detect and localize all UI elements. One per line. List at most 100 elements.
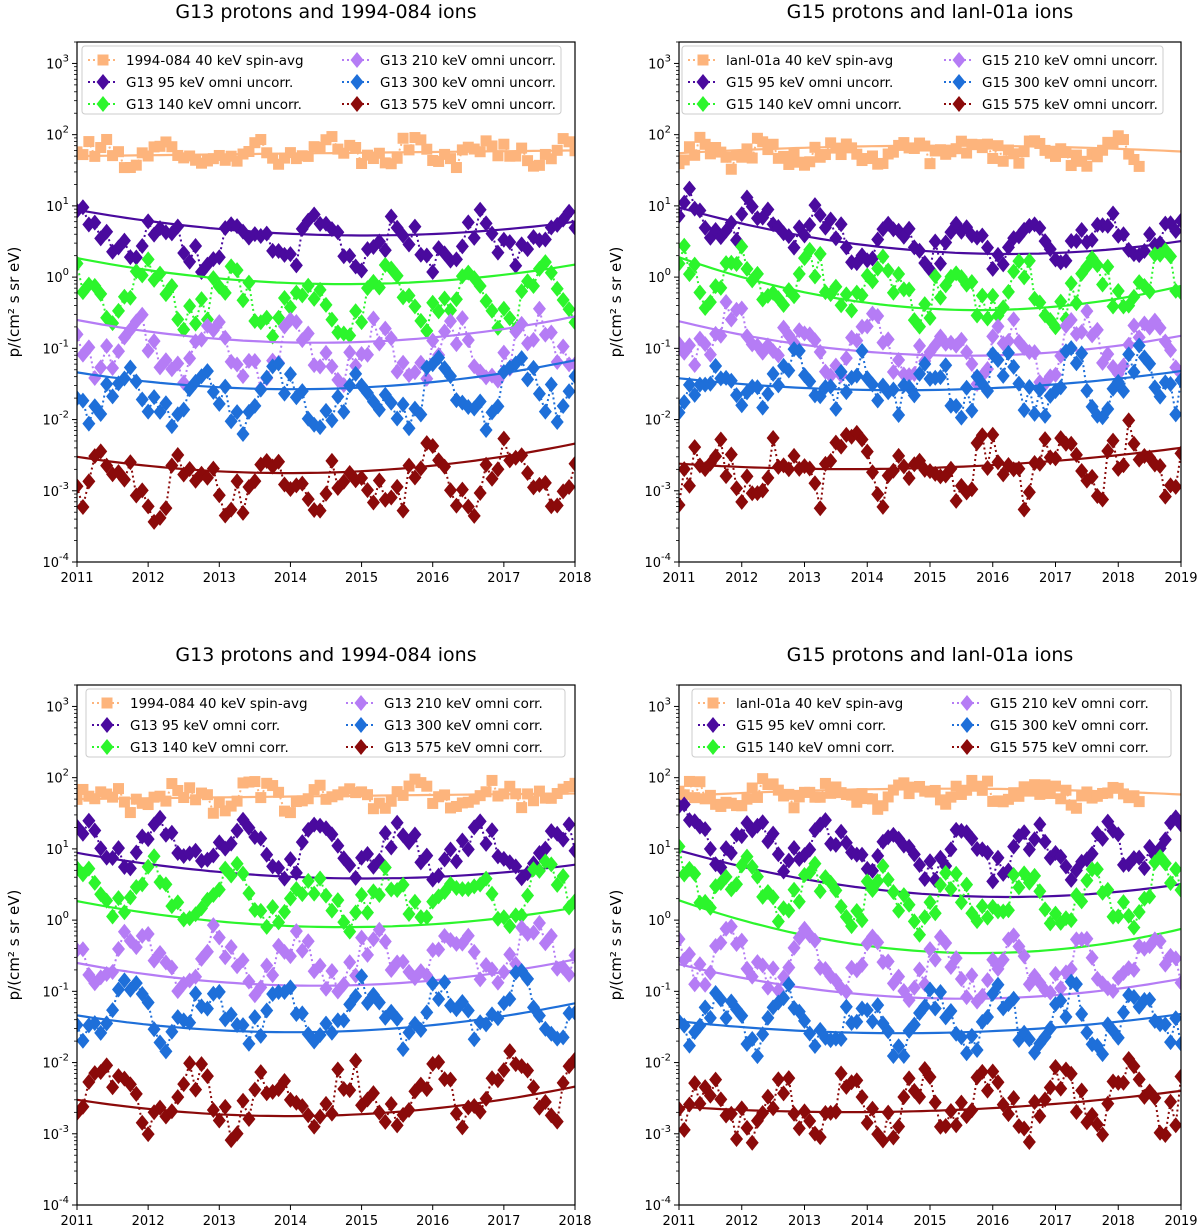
data-point bbox=[719, 468, 733, 485]
data-point bbox=[1101, 217, 1115, 234]
data-point bbox=[757, 773, 769, 785]
data-point bbox=[289, 257, 303, 274]
data-point bbox=[928, 951, 942, 968]
data-point bbox=[190, 794, 202, 806]
y-tick-label: 102 bbox=[46, 125, 69, 144]
data-point bbox=[556, 397, 570, 414]
data-point bbox=[1075, 1006, 1089, 1023]
data-point bbox=[745, 858, 759, 875]
data-point bbox=[688, 976, 702, 993]
data-point bbox=[307, 206, 321, 223]
data-point bbox=[538, 474, 552, 491]
data-point bbox=[740, 260, 754, 277]
x-tick-label: 2019 bbox=[1164, 1214, 1197, 1227]
data-point bbox=[933, 983, 947, 1000]
data-point bbox=[396, 354, 410, 371]
x-tick-label: 2017 bbox=[487, 1214, 520, 1227]
data-point bbox=[798, 250, 811, 267]
data-point bbox=[886, 462, 900, 479]
data-point bbox=[355, 886, 369, 903]
data-point bbox=[550, 280, 564, 297]
data-point bbox=[1075, 462, 1089, 479]
data-point bbox=[183, 298, 197, 315]
data-point bbox=[965, 355, 979, 372]
data-point bbox=[154, 140, 166, 152]
data-point bbox=[528, 795, 539, 807]
data-point bbox=[1127, 988, 1141, 1005]
data-point bbox=[1116, 382, 1130, 399]
y-tick-label: 100 bbox=[46, 910, 69, 929]
data-point bbox=[295, 1005, 309, 1022]
data-point bbox=[808, 268, 822, 285]
data-point bbox=[1143, 226, 1157, 243]
data-point bbox=[1023, 785, 1035, 797]
legend-label: G15 140 keV omni uncorr. bbox=[726, 97, 902, 113]
data-point bbox=[871, 231, 885, 248]
data-point bbox=[123, 889, 137, 906]
data-point bbox=[1169, 1117, 1181, 1134]
data-point bbox=[272, 453, 286, 470]
data-point bbox=[301, 325, 315, 342]
x-tick-label: 2015 bbox=[345, 571, 378, 586]
legend-marker bbox=[952, 96, 966, 112]
data-point bbox=[527, 924, 540, 941]
data-point bbox=[1043, 241, 1057, 258]
data-point bbox=[492, 150, 504, 162]
data-point bbox=[402, 457, 416, 474]
data-point bbox=[486, 774, 498, 786]
data-point bbox=[986, 1063, 1000, 1080]
data-point bbox=[218, 1098, 232, 1115]
data-point bbox=[829, 230, 843, 247]
data-point bbox=[461, 841, 475, 858]
data-point bbox=[834, 1065, 848, 1082]
data-point bbox=[682, 376, 696, 393]
data-point bbox=[319, 887, 333, 904]
data-point bbox=[449, 1105, 463, 1122]
data-point bbox=[272, 309, 286, 326]
legend-marker bbox=[696, 96, 710, 112]
data-point bbox=[679, 931, 686, 948]
data-point bbox=[1137, 860, 1151, 877]
data-point bbox=[236, 292, 250, 309]
data-point bbox=[902, 220, 916, 237]
data-point bbox=[225, 150, 237, 162]
data-point bbox=[761, 1009, 775, 1026]
data-point bbox=[803, 1113, 817, 1130]
x-tick-label: 2012 bbox=[132, 1214, 165, 1227]
y-tick-exponent: 0 bbox=[665, 267, 671, 278]
data-point bbox=[866, 150, 878, 162]
data-point bbox=[510, 150, 522, 162]
data-point bbox=[550, 413, 564, 430]
legend-item: G15 210 keV omni uncorr. bbox=[944, 52, 1158, 69]
data-point bbox=[1001, 1106, 1015, 1123]
data-point bbox=[260, 846, 274, 863]
y-tick-label: 10-3 bbox=[644, 481, 671, 500]
data-point bbox=[539, 148, 551, 160]
data-point bbox=[965, 967, 979, 984]
legend-marker bbox=[97, 54, 109, 66]
data-point bbox=[77, 326, 84, 343]
y-tick-label: 10-1 bbox=[644, 338, 671, 357]
data-point bbox=[562, 383, 575, 400]
data-point bbox=[839, 998, 853, 1015]
y-tick-exponent: -1 bbox=[661, 338, 671, 349]
data-point bbox=[991, 976, 1005, 993]
data-point bbox=[212, 1112, 226, 1129]
data-point bbox=[1101, 881, 1115, 898]
legend-label: G15 300 keV omni uncorr. bbox=[982, 75, 1158, 91]
y-tick-label: 10-4 bbox=[42, 552, 69, 571]
data-point bbox=[449, 336, 463, 353]
data-point bbox=[123, 454, 137, 471]
data-point bbox=[450, 800, 462, 812]
data-point bbox=[218, 329, 232, 346]
legend-item: lanl-01a 40 keV spin-avg bbox=[688, 53, 893, 69]
x-tick-label: 2014 bbox=[851, 1214, 884, 1227]
data-point bbox=[88, 822, 102, 839]
data-point bbox=[449, 853, 463, 870]
data-point bbox=[521, 1062, 535, 1079]
data-point bbox=[196, 787, 207, 799]
data-point bbox=[913, 337, 927, 354]
data-point bbox=[390, 478, 404, 495]
data-point bbox=[761, 1088, 775, 1105]
data-point bbox=[498, 138, 510, 150]
